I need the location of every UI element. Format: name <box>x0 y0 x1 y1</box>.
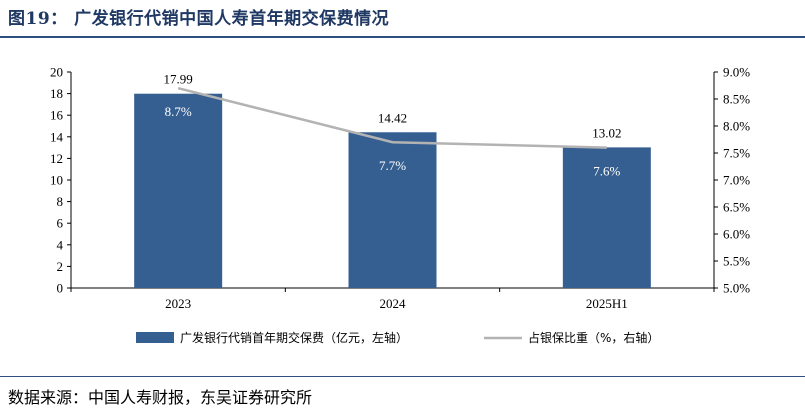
left-tick-label: 12 <box>50 151 63 166</box>
right-tick-label: 7.0% <box>723 173 750 188</box>
right-tick-label: 7.5% <box>723 146 750 161</box>
bar <box>562 147 651 288</box>
right-tick-label: 6.5% <box>723 200 750 215</box>
ratio-value-label: 7.7% <box>379 158 406 173</box>
left-axis-ticks: 0 2 4 6 8 10 12 14 16 18 20 <box>50 65 71 296</box>
left-tick-label: 2 <box>57 259 64 274</box>
bar <box>348 132 437 288</box>
right-axis-ticks: 5.0% 5.5% 6.0% 6.5% 7.0% 7.5% 8.0% 8.5% 9.0% <box>714 65 750 296</box>
right-tick-label: 9.0% <box>723 65 750 80</box>
bar-series <box>134 93 651 288</box>
right-tick-label: 8.0% <box>723 119 750 134</box>
right-tick-label: 6.0% <box>723 227 750 242</box>
bar-value-label: 13.02 <box>592 125 621 140</box>
legend: 广发银行代销首年期交保费（亿元，左轴） 占银保比重（%，右轴） <box>136 330 659 345</box>
bar-value-label: 14.42 <box>378 110 407 125</box>
left-tick-label: 10 <box>50 173 63 188</box>
right-tick-label: 5.5% <box>723 254 750 269</box>
ratio-value-label: 7.6% <box>593 164 620 179</box>
source-divider <box>0 376 805 377</box>
left-tick-label: 8 <box>57 194 64 209</box>
left-tick-label: 14 <box>50 129 64 144</box>
x-tick-label: 2025H1 <box>586 296 628 311</box>
ratio-value-labels: 8.7% 7.7% 7.6% <box>165 104 621 178</box>
bar-value-labels: 17.99 14.42 13.02 <box>164 72 622 141</box>
x-tick-label: 2023 <box>165 296 191 311</box>
bar <box>134 93 223 288</box>
left-tick-label: 18 <box>50 86 63 101</box>
left-tick-label: 0 <box>57 281 64 296</box>
chart-title: 图19： 广发银行代销中国人寿首年期交保费情况 <box>8 9 390 29</box>
left-tick-label: 16 <box>50 108 64 123</box>
right-tick-label: 5.0% <box>723 281 750 296</box>
title-divider <box>0 36 805 38</box>
x-tick-label: 2024 <box>380 296 407 311</box>
legend-line-label: 占银保比重（%，右轴） <box>528 330 659 345</box>
right-tick-label: 8.5% <box>723 92 750 107</box>
left-tick-label: 6 <box>57 216 64 231</box>
legend-bar-label: 广发银行代销首年期交保费（亿元，左轴） <box>180 330 408 345</box>
ratio-line-series <box>177 86 607 149</box>
bar-value-label: 17.99 <box>164 72 193 87</box>
left-tick-label: 4 <box>57 237 64 252</box>
source-note: 数据来源：中国人寿财报，东吴证券研究所 <box>8 388 313 407</box>
left-tick-label: 20 <box>50 65 63 80</box>
ratio-value-label: 8.7% <box>165 104 192 119</box>
ratio-line <box>177 86 607 149</box>
x-axis-ticks: 2023 2024 2025H1 <box>70 288 715 311</box>
legend-bar-swatch <box>136 332 174 343</box>
